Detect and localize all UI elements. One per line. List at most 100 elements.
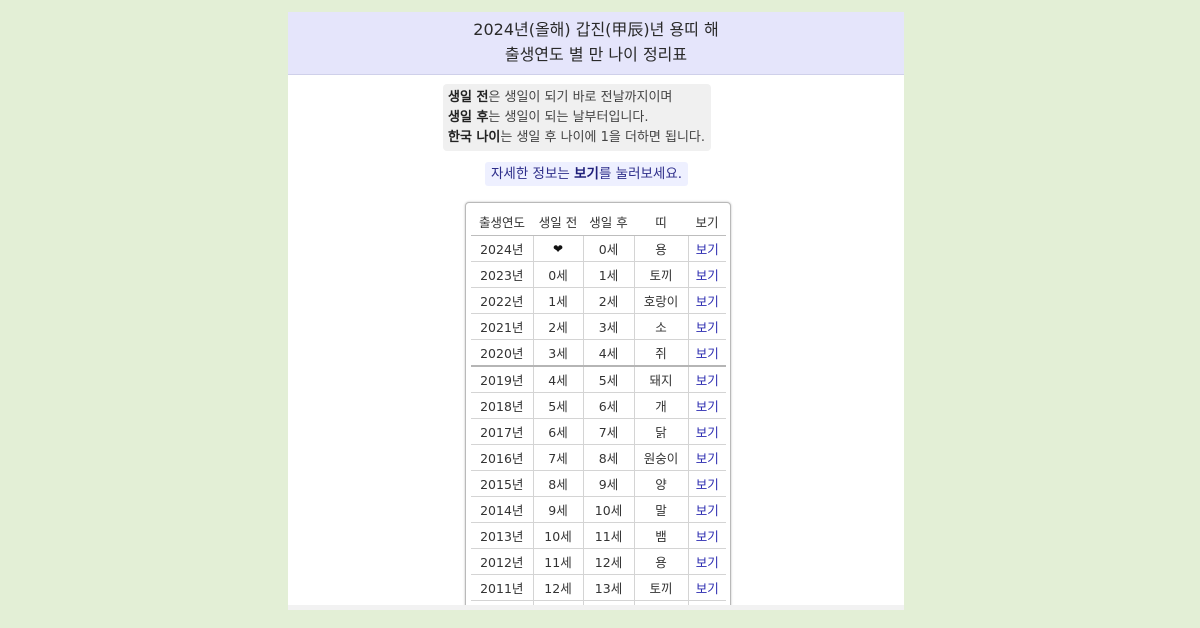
cell-birth-year: 2017년 [471, 418, 533, 445]
cell-after-birthday: 5세 [582, 366, 634, 393]
cell-birth-year: 2021년 [471, 313, 533, 340]
cell-before-birthday: 12세 [532, 574, 583, 601]
col-header-birth-year: 출생연도 [471, 207, 533, 236]
view-link[interactable]: 보기 [687, 261, 726, 288]
table-row: 2011년 12세 13세 토끼 보기 [471, 574, 726, 601]
cell-after-birthday: 9세 [582, 470, 634, 497]
age-table-container[interactable]: 출생연도 생일 전 생일 후 띠 보기 2024년 ❤ 0세 용 보기 2023… [465, 202, 731, 610]
table-row: 2017년 6세 7세 닭 보기 [471, 418, 726, 445]
cell-birth-year: 2011년 [471, 574, 533, 601]
cell-zodiac: 용 [633, 235, 688, 262]
table-row: 2024년 ❤ 0세 용 보기 [471, 235, 726, 262]
view-link[interactable]: 보기 [687, 548, 726, 575]
cell-before-birthday: 4세 [532, 366, 583, 393]
note-term-after: 생일 후 [448, 110, 489, 125]
col-header-view: 보기 [688, 207, 726, 236]
view-link[interactable]: 보기 [687, 339, 726, 367]
table-row: 2016년 7세 8세 원숭이 보기 [471, 444, 726, 471]
view-link[interactable]: 보기 [687, 287, 726, 314]
note-text-before: 은 생일이 되기 바로 전날까지이며 [488, 90, 673, 105]
cell-birth-year: 2020년 [471, 339, 533, 367]
cell-birth-year: 2014년 [471, 496, 533, 523]
view-link[interactable]: 보기 [687, 392, 726, 419]
cell-birth-year: 2024년 [471, 235, 533, 262]
cell-birth-year: 2016년 [471, 444, 533, 471]
table-row: 2023년 0세 1세 토끼 보기 [471, 261, 726, 288]
cell-after-birthday: 13세 [582, 574, 634, 601]
note-line-1: 생일 전은 생일이 되기 바로 전날까지이며 [448, 88, 705, 108]
hint-pre: 자세한 정보는 [491, 166, 575, 182]
view-link[interactable]: 보기 [687, 470, 726, 497]
cell-zodiac: 양 [633, 470, 688, 497]
cell-birth-year: 2022년 [471, 287, 533, 314]
view-link[interactable]: 보기 [687, 496, 726, 523]
cell-before-birthday: 10세 [532, 522, 583, 549]
cell-before-birthday: 9세 [532, 496, 583, 523]
cell-zodiac: 용 [633, 548, 688, 575]
view-link[interactable]: 보기 [687, 418, 726, 445]
header-subtitle: 출생연도 별 만 나이 정리표 [504, 45, 688, 64]
cell-zodiac: 닭 [633, 418, 688, 445]
table-row: 2022년 1세 2세 호랑이 보기 [471, 287, 726, 314]
cell-zodiac: 소 [633, 313, 688, 340]
cell-zodiac: 뱀 [633, 522, 688, 549]
cell-zodiac: 말 [633, 496, 688, 523]
page-header: 2024년(올해) 갑진(甲辰)년 용띠 해 출생연도 별 만 나이 정리표 [288, 12, 904, 75]
cell-zodiac: 원숭이 [633, 444, 688, 471]
cell-after-birthday: 12세 [582, 548, 634, 575]
cell-after-birthday: 1세 [582, 261, 634, 288]
table-row: 2019년 4세 5세 돼지 보기 [471, 366, 726, 393]
view-link[interactable]: 보기 [687, 366, 726, 393]
cell-after-birthday: 10세 [582, 496, 634, 523]
cell-before-birthday: 8세 [532, 470, 583, 497]
cell-before-birthday: 6세 [532, 418, 583, 445]
table-row: 2020년 3세 4세 쥐 보기 [471, 339, 726, 367]
cell-zodiac: 토끼 [633, 574, 688, 601]
col-header-after-birthday: 생일 후 [583, 207, 634, 236]
note-text-korean-age: 는 생일 후 나이에 1을 더하면 됩니다. [500, 130, 706, 145]
view-link[interactable]: 보기 [687, 574, 726, 601]
cell-before-birthday: 2세 [532, 313, 583, 340]
cell-birth-year: 2015년 [471, 470, 533, 497]
table-row: 2021년 2세 3세 소 보기 [471, 313, 726, 340]
table-row: 2013년 10세 11세 뱀 보기 [471, 522, 726, 549]
cell-after-birthday: 0세 [582, 235, 634, 262]
cell-zodiac: 토끼 [633, 261, 688, 288]
hint-post: 를 눌러보세요. [598, 166, 683, 182]
cell-zodiac: 돼지 [633, 366, 688, 393]
view-link[interactable]: 보기 [687, 522, 726, 549]
cell-birth-year: 2018년 [471, 392, 533, 419]
table-row: 2018년 5세 6세 개 보기 [471, 392, 726, 419]
cell-zodiac: 쥐 [633, 339, 688, 367]
note-term-before: 생일 전 [448, 90, 489, 105]
note-term-korean-age: 한국 나이 [448, 130, 501, 145]
cell-before-birthday: 5세 [532, 392, 583, 419]
cell-before-birthday: 7세 [532, 444, 583, 471]
view-link[interactable]: 보기 [687, 444, 726, 471]
info-note: 생일 전은 생일이 되기 바로 전날까지이며 생일 후는 생일이 되는 날부터입… [443, 84, 712, 151]
cell-zodiac: 호랑이 [633, 287, 688, 314]
cell-after-birthday: 8세 [582, 444, 634, 471]
hint-bold: 보기 [574, 166, 599, 182]
col-header-before-birthday: 생일 전 [533, 207, 583, 236]
cell-after-birthday: 3세 [582, 313, 634, 340]
cell-before-birthday: 1세 [532, 287, 583, 314]
cell-before-birthday: 3세 [532, 339, 583, 367]
view-link[interactable]: 보기 [687, 313, 726, 340]
cell-birth-year: 2019년 [471, 366, 533, 393]
note-line-2: 생일 후는 생일이 되는 날부터입니다. [448, 108, 705, 128]
cell-after-birthday: 2세 [582, 287, 634, 314]
page-panel: 2024년(올해) 갑진(甲辰)년 용띠 해 출생연도 별 만 나이 정리표 생… [288, 12, 904, 610]
table-row: 2015년 8세 9세 양 보기 [471, 470, 726, 497]
bottom-strip [288, 605, 904, 610]
note-text-after: 는 생일이 되는 날부터입니다. [488, 110, 649, 125]
cell-zodiac: 개 [633, 392, 688, 419]
note-line-3: 한국 나이는 생일 후 나이에 1을 더하면 됩니다. [448, 128, 705, 148]
view-link[interactable]: 보기 [687, 235, 726, 262]
cell-after-birthday: 4세 [582, 339, 634, 367]
cell-before-birthday: 11세 [532, 548, 583, 575]
cell-before-birthday: 0세 [532, 261, 583, 288]
cell-birth-year: 2012년 [471, 548, 533, 575]
hint-box: 자세한 정보는 보기를 눌러보세요. [485, 162, 689, 186]
heart-icon: ❤ [532, 235, 583, 262]
